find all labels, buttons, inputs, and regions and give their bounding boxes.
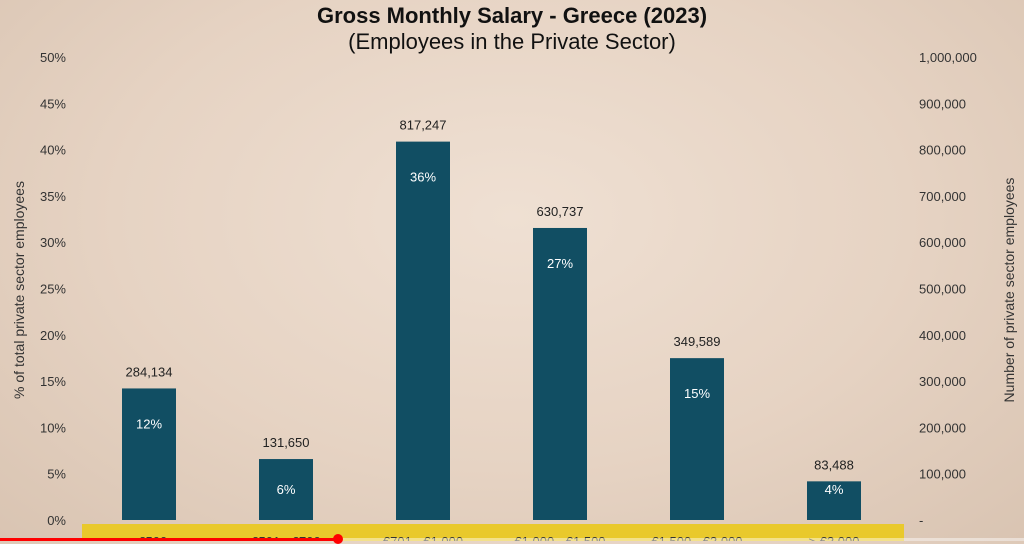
bar-percent-label: 27% [547,256,573,271]
bar-percent-label: 36% [410,170,436,185]
right-tick-label: 200,000 [919,420,966,435]
left-axis-label: % of total private sector employees [11,181,27,399]
bar-value-label: 83,488 [814,457,854,472]
category-label: €1,500 - €3,000 [651,534,742,541]
right-tick-label: - [919,513,923,528]
left-tick-label: 50% [40,50,66,65]
left-tick-label: 10% [40,420,66,435]
video-scrubber-handle[interactable] [332,534,343,544]
bar [670,358,724,520]
right-tick-label: 1,000,000 [919,50,977,65]
left-tick-label: 45% [40,96,66,111]
chart-subtitle: (Employees in the Private Sector) [348,29,676,54]
category-label: <€500 [131,534,168,541]
left-tick-label: 0% [47,513,66,528]
category-label: €1,000 - €1,500 [514,534,605,541]
bar [807,481,861,520]
bar-value-label: 284,134 [126,364,173,379]
right-tick-label: 100,000 [919,467,966,482]
right-tick-label: 900,000 [919,96,966,111]
left-axis-ticks: 0% 5% 10% 15% 20% 25% 30% 35% 40% 45% 50% [40,50,66,528]
category-label: €501 - €700 [251,534,320,541]
category-label: > €3,000 [809,534,860,541]
bar [396,141,450,521]
right-tick-label: 600,000 [919,235,966,250]
category-band [82,524,904,541]
video-progress-fill [0,538,338,541]
bar-value-label: 131,650 [263,435,310,450]
bar-value-label: 817,247 [400,118,447,133]
category-label: €701 - €1,000 [383,534,463,541]
left-tick-label: 20% [40,328,66,343]
bar-value-label: 630,737 [537,204,584,219]
bar-value-label: 349,589 [674,334,721,349]
bar-percent-label: 15% [684,386,710,401]
right-axis-label: Number of private sector employees [1001,178,1017,403]
bar [533,227,587,521]
right-tick-label: 400,000 [919,328,966,343]
bar-percent-label: 12% [136,416,162,431]
left-tick-label: 5% [47,467,66,482]
left-tick-label: 15% [40,374,66,389]
bar-percent-label: 4% [825,482,844,497]
right-tick-label: 300,000 [919,374,966,389]
bars-group: 284,134 12% <€500 131,650 6% €501 - €700 817,2… [122,118,861,541]
right-tick-label: 800,000 [919,143,966,158]
left-tick-label: 40% [40,143,66,158]
video-progress-bar[interactable] [0,534,1024,544]
right-tick-label: 500,000 [919,282,966,297]
bar [122,388,176,520]
chart-title: Gross Monthly Salary - Greece (2023) [317,3,707,28]
left-tick-label: 25% [40,282,66,297]
left-tick-label: 35% [40,189,66,204]
left-tick-label: 30% [40,235,66,250]
right-axis-ticks: - 100,000 200,000 300,000 400,000 500,000 600,… [919,50,977,528]
bar [259,459,313,520]
bar-percent-label: 6% [277,482,296,497]
right-tick-label: 700,000 [919,189,966,204]
